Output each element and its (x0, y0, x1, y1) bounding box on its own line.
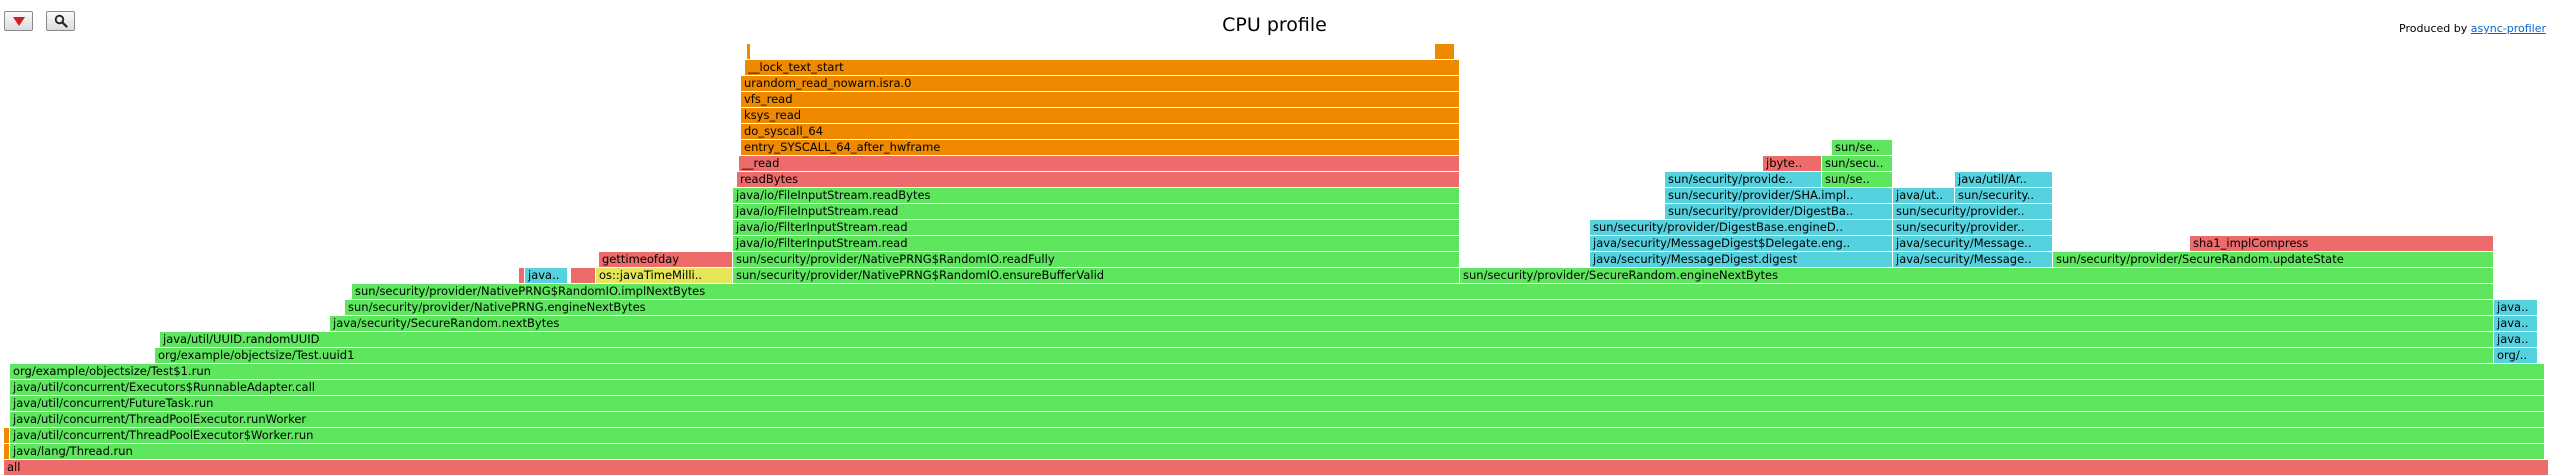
stack-frame[interactable]: org/example/objectsize/Test.uuid1 (155, 348, 2493, 363)
stack-frame[interactable]: urandom_read_nowarn.isra.0 (741, 76, 1459, 91)
stack-frame[interactable]: os::javaTimeMilli.. (596, 268, 732, 283)
stack-frame[interactable]: java/io/FilterInputStream.read (733, 220, 1459, 235)
stack-frame[interactable]: sun/security/provider/NativePRNG$RandomI… (733, 252, 1459, 267)
stack-frame[interactable]: sun/se.. (1822, 172, 1892, 187)
stack-frame[interactable]: java.. (2494, 300, 2537, 315)
stack-frame[interactable]: do_syscall_64 (741, 124, 1459, 139)
stack-frame[interactable]: java.. (2494, 316, 2537, 331)
stack-frame-narrow[interactable] (1435, 44, 1454, 59)
reverse-view-button[interactable] (4, 11, 33, 31)
stack-frame-narrow[interactable] (571, 268, 595, 283)
stack-frame[interactable]: sha1_implCompress (2190, 236, 2493, 251)
stack-frame[interactable]: java/security/MessageDigest.digest (1590, 252, 1892, 267)
async-profiler-link[interactable]: async-profiler (2470, 22, 2546, 35)
stack-frame[interactable]: java.. (525, 268, 567, 283)
stack-frame[interactable]: java/ut.. (1893, 188, 1954, 203)
credit-prefix: Produced by (2399, 22, 2471, 35)
stack-frame-narrow[interactable] (4, 444, 9, 459)
search-button[interactable] (46, 11, 75, 31)
stack-frame[interactable]: java/util/concurrent/FutureTask.run (10, 396, 2544, 411)
stack-frame[interactable]: java/security/Message.. (1893, 236, 2052, 251)
stack-frame[interactable]: gettimeofday (599, 252, 732, 267)
stack-frame[interactable]: org/example/objectsize/Test$1.run (10, 364, 2544, 379)
stack-frame[interactable]: sun/security/provider/SecureRandom.engin… (1460, 268, 2493, 283)
stack-frame[interactable]: java/util/Ar.. (1955, 172, 2052, 187)
stack-frame[interactable]: java/util/concurrent/Executors$RunnableA… (10, 380, 2544, 395)
stack-frame[interactable]: java/io/FileInputStream.readBytes (733, 188, 1459, 203)
stack-frame[interactable]: sun/security/provider/DigestBa.. (1665, 204, 1892, 219)
stack-frame[interactable]: java/util/concurrent/ThreadPoolExecutor$… (10, 428, 2544, 443)
stack-frame[interactable]: java.. (2494, 332, 2537, 347)
stack-frame[interactable]: java/util/UUID.randomUUID (160, 332, 2493, 347)
stack-frame[interactable]: java/io/FilterInputStream.read (733, 236, 1459, 251)
stack-frame-narrow[interactable] (747, 44, 750, 59)
stack-frame[interactable]: sun/security.. (1955, 188, 2052, 203)
triangle-down-icon (12, 16, 25, 26)
stack-frame[interactable]: sun/security/provider/DigestBase.engineD… (1590, 220, 1892, 235)
stack-frame[interactable]: sun/secu.. (1822, 156, 1892, 171)
stack-frame[interactable]: all (4, 460, 2548, 475)
credit-line: Produced by async-profiler (2399, 22, 2546, 35)
stack-frame[interactable]: java/security/SecureRandom.nextBytes (330, 316, 2493, 331)
stack-frame[interactable]: jbyte.. (1763, 156, 1821, 171)
stack-frame[interactable]: java/lang/Thread.run (10, 444, 2544, 459)
stack-frame[interactable]: org/.. (2494, 348, 2537, 363)
stack-frame[interactable]: __read (739, 156, 1459, 171)
magnifier-icon (54, 14, 68, 28)
stack-frame-narrow[interactable] (4, 428, 9, 443)
stack-frame[interactable]: __lock_text_start (745, 60, 1459, 75)
stack-frame[interactable]: sun/security/provider/NativePRNG$RandomI… (733, 268, 1459, 283)
stack-frame[interactable]: java/security/Message.. (1893, 252, 2052, 267)
stack-frame[interactable]: sun/security/provider/SecureRandom.updat… (2053, 252, 2493, 267)
stack-frame[interactable]: java/util/concurrent/ThreadPoolExecutor.… (10, 412, 2544, 427)
stack-frame[interactable]: entry_SYSCALL_64_after_hwframe (741, 140, 1459, 155)
stack-frame[interactable]: sun/security/provider/NativePRNG.engineN… (345, 300, 2493, 315)
stack-frame[interactable]: java/io/FileInputStream.read (733, 204, 1459, 219)
stack-frame[interactable]: sun/security/provider/SHA.impl.. (1665, 188, 1892, 203)
stack-frame[interactable]: sun/security/provider/NativePRNG$RandomI… (352, 284, 2493, 299)
stack-frame[interactable]: vfs_read (741, 92, 1459, 107)
stack-frame-narrow[interactable] (519, 268, 524, 283)
stack-frame[interactable]: sun/se.. (1832, 140, 1892, 155)
stack-frame[interactable]: sun/security/provider.. (1893, 220, 2052, 235)
stack-frame[interactable]: sun/security/provide.. (1665, 172, 1821, 187)
stack-frame[interactable]: sun/security/provider.. (1893, 204, 2052, 219)
stack-frame[interactable]: readBytes (737, 172, 1459, 187)
page-title: CPU profile (1222, 14, 1327, 36)
stack-frame[interactable]: ksys_read (741, 108, 1459, 123)
stack-frame[interactable]: java/security/MessageDigest$Delegate.eng… (1590, 236, 1892, 251)
